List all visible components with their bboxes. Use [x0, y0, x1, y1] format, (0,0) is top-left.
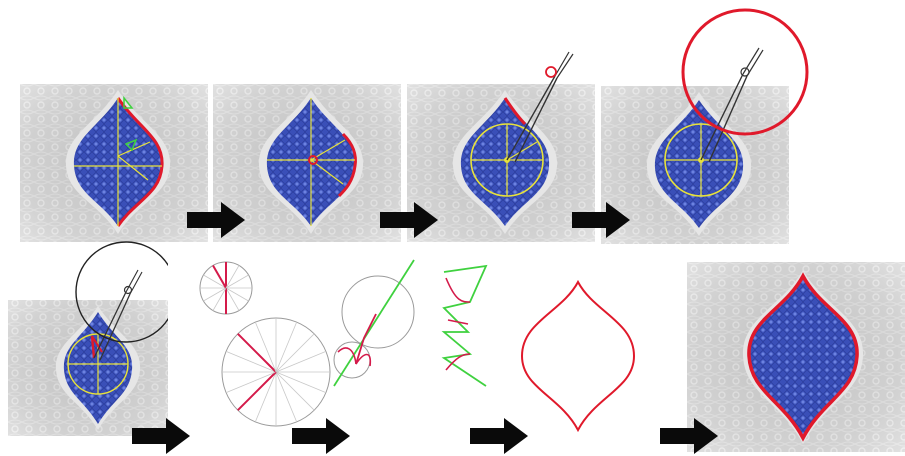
division-line [254, 321, 277, 373]
division-line [275, 321, 298, 373]
right-arrow-icon [380, 200, 440, 240]
division-line [254, 371, 277, 423]
step-7-panel [326, 256, 446, 392]
highlighted-division-line [237, 371, 277, 411]
step-5-panel [8, 240, 168, 436]
division-line [225, 287, 240, 311]
right-arrow-icon [292, 416, 352, 456]
division-line [275, 371, 315, 411]
division-line [275, 350, 327, 373]
division-line [275, 333, 315, 373]
step-9-panel [516, 276, 642, 434]
step-2-panel [213, 84, 401, 242]
step-3-panel [407, 44, 595, 242]
division-line [225, 350, 277, 373]
division-line [275, 371, 327, 394]
step-4-panel [601, 0, 811, 244]
division-line [225, 265, 240, 289]
division-line [203, 274, 227, 289]
division-line [225, 274, 249, 289]
right-arrow-icon [132, 416, 192, 456]
step-10-panel [687, 262, 905, 452]
highlighted-division-line [237, 333, 277, 373]
right-arrow-icon [572, 200, 632, 240]
division-line [225, 287, 249, 302]
step-8-panel [440, 262, 496, 390]
right-arrow-icon [470, 416, 530, 456]
division-line [275, 371, 298, 423]
division-line [203, 287, 227, 302]
step-6-panel [196, 258, 336, 438]
right-arrow-icon [660, 416, 720, 456]
division-line [225, 371, 277, 394]
division-line [212, 287, 227, 311]
highlighted-division-line [212, 264, 227, 289]
right-arrow-icon [187, 200, 247, 240]
step-1-panel [20, 84, 208, 242]
